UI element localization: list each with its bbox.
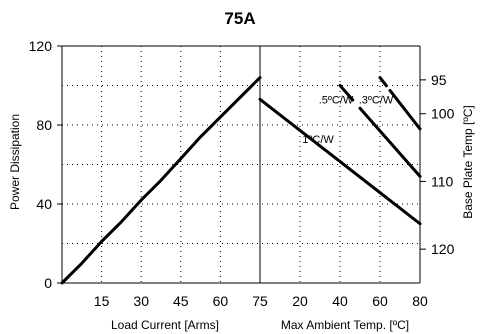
left-y-tick-label: 40 (36, 196, 52, 212)
left-x-axis-label: Load Current [Arms] (111, 318, 219, 332)
thermal-line-label: .3ºC/W (359, 94, 394, 106)
thermal-line-label: 1ºC/W (302, 134, 334, 146)
left-x-tick-label: 75 (252, 293, 268, 309)
left-x-tick-label: 30 (133, 293, 149, 309)
right-y2-tick-label: 120 (431, 241, 455, 257)
left-x-tick-label: 15 (94, 293, 110, 309)
right-y2-tick-label: 110 (431, 173, 454, 189)
left-y-tick-label: 80 (36, 117, 52, 133)
frame-layer (57, 45, 426, 284)
left-x-tick-label: 60 (213, 293, 229, 309)
right-y2-tick-label: 95 (431, 72, 447, 88)
left-y-axis-label: Power Dissipation (8, 114, 22, 210)
right-x-tick-label: 80 (412, 293, 428, 309)
right-x-tick-label: 40 (332, 293, 348, 309)
grid-layer (62, 46, 420, 283)
right-y-axis-label: Base Plate Temp [ºC] (461, 105, 475, 219)
label-layer: 0 40 80 120 15 30 45 60 75 20 40 60 80 95 100 110 120 1ºC… (29, 38, 455, 309)
left-x-tick-label: 45 (173, 293, 189, 309)
right-x-tick-label: 60 (372, 293, 388, 309)
thermal-line-1-c-w (258, 97, 422, 226)
series-layer (60, 76, 422, 285)
left-y-tick-label: 0 (44, 275, 52, 291)
thermal-line-3-c-w-head (378, 76, 388, 88)
power-dissipation-curve (60, 76, 262, 285)
left-y-tick-label: 120 (29, 38, 53, 54)
thermal-line-5-c-w (358, 106, 422, 178)
thermal-line-5-c-w-head (338, 84, 355, 102)
chart-title: 75A (224, 9, 255, 28)
right-x-tick-label: 20 (292, 293, 308, 309)
thermal-line-3-c-w (388, 88, 422, 131)
thermal-line-label: .5ºC/W (319, 94, 354, 106)
right-x-axis-label: Max Ambient Temp. [ºC] (281, 318, 409, 332)
right-y2-tick-label: 100 (431, 106, 455, 122)
